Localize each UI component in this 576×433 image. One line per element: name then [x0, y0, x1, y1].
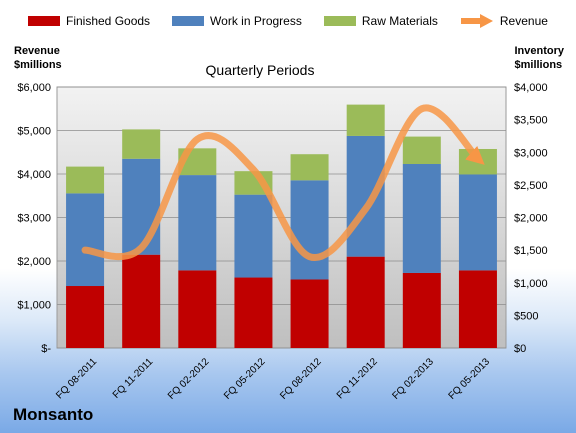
- left-axis-tick-label: $4,000: [17, 169, 51, 181]
- right-axis-title: Inventory $millions: [514, 44, 564, 72]
- bar-raw-materials: [122, 129, 161, 159]
- x-axis-tick-label: FQ 05-2013: [447, 356, 493, 402]
- right-axis-title-line1: Inventory: [514, 45, 564, 57]
- legend-item-work-in-progress: Work in Progress: [172, 14, 302, 28]
- bar-work-in-progress: [458, 174, 497, 271]
- bar-finished-goods: [458, 270, 497, 348]
- legend-swatch-raw-materials: [323, 16, 356, 26]
- bar-raw-materials: [346, 104, 385, 136]
- left-axis-tick-label: $3,000: [17, 213, 51, 225]
- bar-finished-goods: [346, 256, 385, 348]
- bar-finished-goods: [402, 272, 441, 348]
- bar-finished-goods: [178, 270, 217, 348]
- bar-raw-materials: [402, 136, 441, 164]
- left-axis-tick-label: $2,000: [17, 256, 51, 268]
- bar-work-in-progress: [346, 135, 385, 257]
- legend-item-raw-materials: Raw Materials: [323, 14, 438, 28]
- bar-work-in-progress: [402, 163, 441, 273]
- right-axis-tick-label: $1,000: [514, 278, 548, 290]
- bar-finished-goods: [122, 254, 161, 348]
- legend-label-revenue: Revenue: [499, 14, 548, 28]
- legend-item-revenue: Revenue: [460, 14, 548, 28]
- chart-legend: Finished Goods Work in Progress Raw Mate…: [28, 14, 570, 28]
- right-axis-tick-label: $4,000: [514, 82, 548, 94]
- right-axis-tick-label: $2,000: [514, 213, 548, 225]
- left-axis-title-line2: $millions: [14, 59, 62, 71]
- bar-work-in-progress: [66, 193, 105, 287]
- bar-work-in-progress: [290, 180, 329, 280]
- bar-finished-goods: [234, 277, 273, 348]
- legend-swatch-work-in-progress: [172, 16, 205, 26]
- bar-raw-materials: [66, 166, 105, 194]
- left-axis-title-line1: Revenue: [14, 45, 60, 57]
- x-axis-tick-label: FQ 02-2012: [166, 356, 212, 402]
- left-axis-tick-label: $1,000: [17, 300, 51, 312]
- x-axis-tick-label: FQ 08-2012: [278, 356, 324, 402]
- left-axis-tick-label: $5,000: [17, 126, 51, 138]
- legend-swatch-finished-goods: [28, 16, 60, 26]
- bar-raw-materials: [290, 154, 329, 181]
- company-name: Monsanto: [13, 405, 94, 424]
- x-axis-tick-label: FQ 05-2012: [222, 356, 268, 402]
- left-axis-tick-label: $6,000: [17, 82, 51, 94]
- revenue-line: [81, 104, 485, 262]
- left-axis-tick-label: $-: [41, 343, 51, 355]
- legend-label-finished-goods: Finished Goods: [66, 14, 151, 28]
- legend-swatch-revenue: [460, 14, 493, 28]
- bar-work-in-progress: [234, 194, 273, 278]
- x-axis-tick-label: FQ 02-2013: [390, 356, 436, 402]
- bar-finished-goods: [66, 286, 105, 348]
- right-axis-tick-label: $500: [514, 310, 538, 322]
- x-axis-tick-label: FQ 11-2011: [111, 356, 156, 401]
- right-axis-tick-label: $2,500: [514, 180, 548, 192]
- legend-label-work-in-progress: Work in Progress: [210, 14, 302, 28]
- right-axis-tick-label: $3,500: [514, 115, 548, 127]
- right-axis-tick-label: $0: [514, 343, 526, 355]
- bar-work-in-progress: [178, 175, 217, 271]
- right-axis-title-line2: $millions: [514, 59, 563, 71]
- bar-work-in-progress: [122, 158, 161, 255]
- bar-finished-goods: [290, 279, 329, 348]
- right-axis-tick-label: $3,000: [514, 147, 548, 159]
- chart-title: Quarterly Periods: [205, 62, 315, 78]
- legend-item-finished-goods: Finished Goods: [28, 14, 150, 28]
- x-axis-tick-label: FQ 11-2012: [335, 356, 380, 401]
- right-axis-tick-label: $1,500: [514, 245, 548, 257]
- legend-label-raw-materials: Raw Materials: [361, 14, 438, 28]
- left-axis-title: Revenue $millions: [14, 44, 62, 72]
- x-axis-tick-label: FQ 08-2011: [54, 356, 99, 401]
